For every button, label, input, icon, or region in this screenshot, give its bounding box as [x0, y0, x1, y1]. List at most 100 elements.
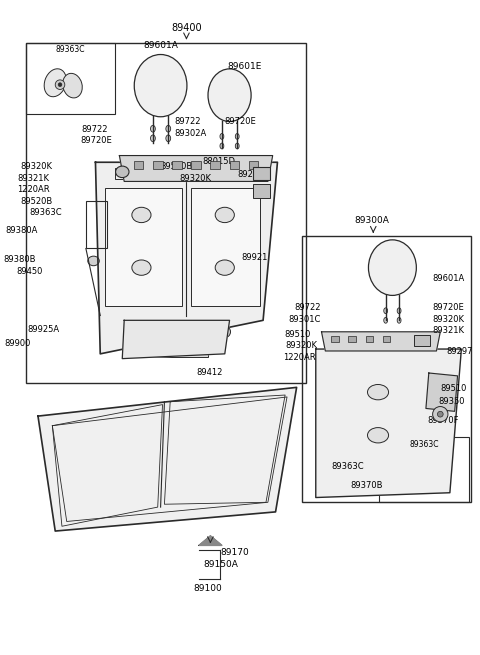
Circle shape [55, 80, 65, 90]
Polygon shape [316, 349, 461, 498]
Text: 89510: 89510 [440, 384, 467, 392]
Polygon shape [322, 332, 440, 351]
Text: 89100: 89100 [193, 584, 222, 593]
Circle shape [409, 469, 419, 478]
Ellipse shape [235, 143, 239, 149]
Bar [252, 184, 270, 198]
Text: 89363C: 89363C [29, 208, 62, 217]
Text: 89320K: 89320K [286, 341, 318, 350]
Ellipse shape [88, 256, 99, 266]
Polygon shape [120, 155, 273, 181]
Ellipse shape [235, 134, 239, 140]
Polygon shape [199, 536, 222, 546]
Text: 89722: 89722 [174, 117, 201, 126]
Bar [105, 188, 181, 306]
Text: 1220AR: 1220AR [17, 185, 49, 195]
Bar [414, 335, 430, 346]
Bar [366, 335, 373, 343]
Ellipse shape [397, 318, 401, 323]
Text: 89720E: 89720E [80, 136, 112, 145]
Circle shape [412, 472, 416, 476]
Bar [26, 43, 306, 383]
Bar [348, 335, 356, 343]
Text: 89320K: 89320K [180, 174, 212, 183]
Text: 89301C: 89301C [288, 314, 321, 324]
Bar [383, 335, 391, 343]
Bar [249, 161, 258, 169]
Text: 89320K: 89320K [432, 314, 465, 324]
Bar [153, 161, 163, 169]
Text: 89170: 89170 [220, 548, 249, 557]
Bar [134, 161, 144, 169]
Circle shape [219, 326, 230, 337]
Text: 89400: 89400 [171, 24, 202, 33]
Ellipse shape [417, 462, 437, 487]
Text: 89601E: 89601E [228, 62, 262, 71]
Text: 89300A: 89300A [354, 215, 389, 225]
Text: 89450: 89450 [16, 267, 43, 276]
Ellipse shape [220, 134, 224, 140]
Circle shape [437, 411, 443, 417]
Ellipse shape [368, 428, 389, 443]
Bar [115, 168, 136, 179]
Ellipse shape [398, 458, 420, 485]
Ellipse shape [220, 143, 224, 149]
Ellipse shape [397, 308, 401, 314]
Ellipse shape [208, 69, 251, 122]
Ellipse shape [384, 318, 388, 323]
Text: 89510: 89510 [285, 330, 311, 339]
Ellipse shape [369, 240, 416, 295]
Text: 89363C: 89363C [56, 45, 85, 54]
Bar [379, 437, 469, 502]
Polygon shape [122, 320, 229, 359]
Text: 1220AR: 1220AR [283, 353, 316, 362]
Ellipse shape [384, 308, 388, 314]
Bar [191, 188, 260, 306]
Text: 89921: 89921 [241, 253, 267, 262]
Polygon shape [38, 387, 297, 531]
Circle shape [432, 407, 448, 422]
Polygon shape [96, 162, 277, 354]
Text: 89722: 89722 [294, 303, 321, 312]
Bar [191, 161, 201, 169]
Text: 89520B: 89520B [161, 162, 193, 171]
Bar [86, 200, 107, 248]
Ellipse shape [215, 207, 234, 223]
Text: 89601A: 89601A [143, 41, 178, 50]
Text: 89720E: 89720E [225, 117, 256, 126]
Text: 89320K: 89320K [20, 162, 52, 171]
Text: 89370B: 89370B [350, 481, 383, 490]
Text: 89321K: 89321K [432, 326, 465, 335]
Text: 89412: 89412 [196, 368, 222, 377]
Ellipse shape [166, 135, 171, 141]
Text: 89925A: 89925A [27, 325, 59, 334]
Text: 89350: 89350 [438, 397, 465, 406]
Ellipse shape [63, 73, 82, 98]
Text: 89363C: 89363C [409, 440, 439, 449]
Text: 89150A: 89150A [204, 560, 239, 569]
Text: 89297: 89297 [446, 347, 472, 356]
Text: 89370F: 89370F [427, 416, 458, 425]
Text: 88015D: 88015D [203, 157, 236, 166]
Text: 89302A: 89302A [174, 129, 206, 138]
Bar [144, 328, 208, 357]
Ellipse shape [132, 207, 151, 223]
Bar [252, 167, 270, 181]
Ellipse shape [215, 260, 234, 275]
Ellipse shape [151, 135, 156, 141]
Text: 89720E: 89720E [432, 303, 464, 312]
Bar [302, 236, 471, 502]
Bar [210, 161, 220, 169]
Text: 89363C: 89363C [331, 462, 364, 471]
Bar [331, 335, 339, 343]
Text: 89722: 89722 [82, 125, 108, 134]
Text: 89900: 89900 [4, 339, 30, 348]
Ellipse shape [132, 260, 151, 275]
Bar [229, 161, 239, 169]
Ellipse shape [368, 384, 389, 400]
Text: 89380A: 89380A [6, 227, 38, 235]
Ellipse shape [134, 54, 187, 117]
Text: 89297: 89297 [237, 170, 264, 179]
Text: 89520B: 89520B [20, 196, 52, 206]
Ellipse shape [116, 166, 129, 178]
